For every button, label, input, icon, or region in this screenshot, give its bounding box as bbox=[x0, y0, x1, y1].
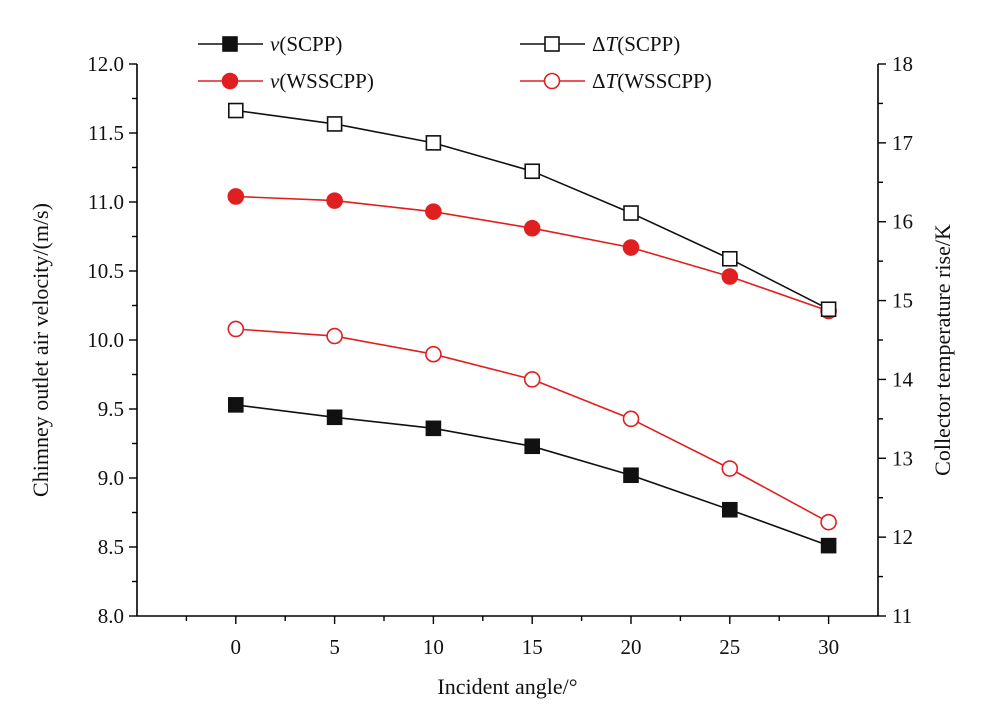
legend-series-name: (SCPP) bbox=[617, 32, 680, 56]
x-tick-label: 10 bbox=[423, 635, 444, 659]
series-v-scpp bbox=[228, 397, 837, 554]
legend-marker bbox=[543, 72, 561, 90]
data-point bbox=[820, 301, 837, 318]
left-y-tick-label: 11.5 bbox=[88, 121, 124, 145]
right-y-tick-label: 12 bbox=[892, 525, 913, 549]
data-point bbox=[326, 192, 343, 209]
right-y-tick-label: 11 bbox=[892, 604, 912, 628]
left-y-axis-title: Chimney outlet air velocity/(m/s) bbox=[28, 203, 53, 497]
data-point bbox=[623, 205, 639, 221]
data-point bbox=[425, 203, 442, 220]
legend-series-name: (WSSCPP) bbox=[617, 69, 712, 93]
right-y-tick-label: 15 bbox=[892, 289, 913, 313]
legend-marker bbox=[221, 72, 239, 90]
data-point bbox=[524, 163, 541, 180]
left-y-tick-label: 12.0 bbox=[87, 52, 124, 76]
x-axis-title: Incident angle/° bbox=[437, 674, 577, 699]
right-y-tick-label: 16 bbox=[892, 210, 913, 234]
legend-variable: T bbox=[606, 32, 619, 56]
legend-marker bbox=[544, 36, 560, 52]
legend-label: v(WSSCPP) bbox=[270, 69, 374, 93]
data-point bbox=[425, 420, 442, 437]
series-line bbox=[235, 404, 829, 547]
data-point bbox=[227, 320, 245, 338]
x-tick-label: 20 bbox=[621, 635, 642, 659]
legend-item: v(WSSCPP) bbox=[198, 69, 374, 93]
data-point bbox=[820, 537, 837, 554]
x-tick-label: 25 bbox=[719, 635, 740, 659]
data-point bbox=[622, 410, 640, 428]
data-point bbox=[622, 239, 640, 256]
legend-delta: Δ bbox=[592, 69, 606, 93]
legend-label: v(SCPP) bbox=[270, 32, 342, 56]
data-point bbox=[721, 250, 738, 267]
legend-label: ΔT(SCPP) bbox=[592, 32, 680, 56]
left-y-tick-label: 8.5 bbox=[98, 535, 124, 559]
data-point bbox=[326, 116, 343, 132]
data-point bbox=[425, 135, 442, 151]
data-point bbox=[228, 397, 244, 413]
data-point bbox=[425, 345, 442, 363]
legend-label: ΔT(WSSCPP) bbox=[592, 69, 712, 93]
data-point bbox=[721, 460, 739, 477]
data-point bbox=[227, 188, 245, 205]
legend-variable: T bbox=[606, 69, 619, 93]
legend-series-name: (SCPP) bbox=[279, 32, 342, 56]
left-y-tick-label: 9.5 bbox=[98, 397, 124, 421]
data-point bbox=[228, 102, 244, 119]
legend-item: ΔT(WSSCPP) bbox=[520, 69, 712, 93]
right-y-tick-label: 17 bbox=[892, 131, 913, 155]
legend-variable: v bbox=[270, 69, 280, 93]
x-tick-label: 5 bbox=[329, 635, 340, 659]
data-point bbox=[721, 501, 738, 518]
right-y-tick-label: 14 bbox=[892, 367, 914, 391]
left-y-tick-label: 9.0 bbox=[98, 466, 124, 490]
x-tick-label: 30 bbox=[818, 635, 839, 659]
x-tick-label: 0 bbox=[231, 635, 242, 659]
left-y-tick-label: 8.0 bbox=[98, 604, 124, 628]
data-point bbox=[523, 219, 541, 237]
series-line bbox=[235, 195, 829, 312]
right-y-axis-title: Collector temperature rise/K bbox=[930, 224, 955, 476]
left-y-tick-label: 10.0 bbox=[87, 328, 124, 352]
left-y-tick-label: 11.0 bbox=[88, 190, 124, 214]
data-point bbox=[326, 409, 343, 426]
legend-series-name: (WSSCPP) bbox=[279, 69, 374, 93]
legend-variable: v bbox=[270, 32, 280, 56]
series-line bbox=[235, 328, 829, 523]
series-t-wsscpp bbox=[227, 320, 837, 531]
right-y-tick-label: 18 bbox=[892, 52, 913, 76]
legend-delta: Δ bbox=[592, 32, 606, 56]
data-point bbox=[820, 513, 837, 531]
legend-marker bbox=[222, 36, 238, 52]
left-y-tick-label: 10.5 bbox=[87, 259, 124, 283]
right-y-tick-label: 13 bbox=[892, 446, 913, 470]
data-point bbox=[523, 371, 541, 388]
data-point bbox=[524, 438, 541, 455]
data-point bbox=[326, 327, 343, 345]
data-point bbox=[721, 268, 739, 285]
legend-item: ΔT(SCPP) bbox=[520, 32, 680, 56]
x-tick-label: 15 bbox=[522, 635, 543, 659]
series-t-scpp bbox=[228, 102, 837, 318]
legend: v(SCPP)v(WSSCPP)ΔT(SCPP)ΔT(WSSCPP) bbox=[198, 32, 712, 93]
series-v-wsscpp bbox=[227, 188, 837, 320]
legend-item: v(SCPP) bbox=[198, 32, 342, 56]
data-point bbox=[623, 467, 639, 484]
